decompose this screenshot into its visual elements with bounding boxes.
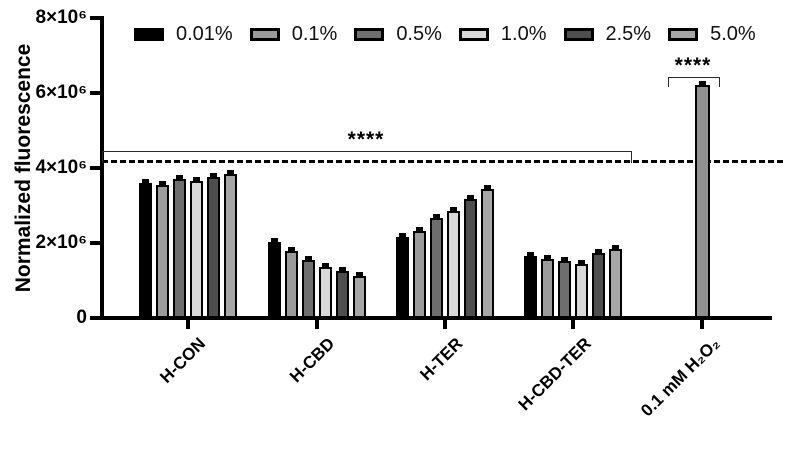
error-bar-cap xyxy=(159,180,166,185)
y-axis-tick xyxy=(90,16,101,20)
bar xyxy=(541,259,554,318)
legend-item-2.5%: 2.5% xyxy=(563,23,652,46)
bar xyxy=(353,275,366,318)
error-bar-cap xyxy=(227,169,234,174)
bar xyxy=(464,198,477,318)
error-bar-cap xyxy=(612,244,619,249)
error-bar-cap xyxy=(433,213,440,218)
dashed-reference-line xyxy=(102,160,783,163)
bar xyxy=(609,248,622,318)
legend-item-0.01%: 0.01% xyxy=(134,23,233,46)
legend-swatch xyxy=(249,28,280,41)
error-bar-cap xyxy=(142,179,149,183)
error-bar-cap xyxy=(578,259,585,264)
bar xyxy=(430,217,443,318)
error-bar-cap xyxy=(271,237,278,242)
bar xyxy=(694,84,710,318)
bar xyxy=(285,250,298,318)
y-axis-tick xyxy=(90,166,101,170)
y-tick-label: 6×10⁶ xyxy=(35,82,87,103)
x-tick-label: H-TER xyxy=(416,334,467,385)
legend-swatch xyxy=(458,28,489,41)
legend-item-0.5%: 0.5% xyxy=(354,23,442,46)
bar xyxy=(302,259,315,318)
significance-stars-h2o2: **** xyxy=(674,54,712,77)
y-tick-label: 2×10⁶ xyxy=(35,232,87,253)
y-axis-tick xyxy=(90,316,101,320)
y-tick-label: 8×10⁶ xyxy=(35,7,87,28)
bar xyxy=(524,255,537,318)
legend-swatch xyxy=(354,28,385,41)
bar xyxy=(268,241,281,318)
legend-label: 0.01% xyxy=(176,23,233,45)
bar xyxy=(173,179,186,318)
error-bar-cap xyxy=(698,80,706,85)
legend-item-5.0%: 5.0% xyxy=(668,23,756,46)
legend-swatch xyxy=(134,28,164,41)
legend-label: 5.0% xyxy=(710,23,756,45)
bar xyxy=(207,177,220,318)
x-axis-line xyxy=(98,316,772,320)
bar xyxy=(413,231,426,318)
error-bar-cap xyxy=(322,263,329,268)
y-axis-line xyxy=(100,16,104,320)
error-bar-cap xyxy=(339,267,346,272)
significance-bracket-h2o2 xyxy=(668,77,720,87)
legend-label: 0.1% xyxy=(291,23,338,45)
x-axis-tick xyxy=(571,320,575,329)
legend-item-0.1%: 0.1% xyxy=(249,23,338,46)
error-bar-cap xyxy=(193,177,200,182)
error-bar-cap xyxy=(356,271,363,276)
legend-label: 1.0% xyxy=(500,23,547,45)
significance-bracket-groups xyxy=(102,151,632,163)
y-tick-label: 0 xyxy=(76,307,87,328)
error-bar-cap xyxy=(544,255,551,260)
bar xyxy=(224,173,237,318)
bar xyxy=(319,267,332,318)
bar xyxy=(481,188,494,318)
x-axis-tick xyxy=(186,320,190,329)
bar xyxy=(558,261,571,318)
x-tick-label: 0.1 mM H₂O₂ xyxy=(637,334,724,421)
error-bar-cap xyxy=(416,227,423,231)
error-bar-cap xyxy=(450,207,457,212)
bar xyxy=(139,183,152,318)
x-tick-label: H-CON xyxy=(156,334,210,387)
legend-item-1.0%: 1.0% xyxy=(458,23,547,46)
bar xyxy=(190,181,203,318)
y-axis-tick xyxy=(90,91,101,95)
error-bar-cap xyxy=(305,255,312,260)
bar xyxy=(156,184,169,318)
error-bar-cap xyxy=(210,173,217,177)
legend-label: 0.5% xyxy=(396,23,442,45)
y-tick-label: 4×10⁶ xyxy=(35,157,87,178)
legend-swatch xyxy=(563,28,594,41)
bar xyxy=(575,263,588,318)
x-axis-tick xyxy=(315,320,319,329)
legend-label: 2.5% xyxy=(605,23,652,45)
y-axis-tick xyxy=(90,241,101,245)
bar xyxy=(592,253,605,318)
legend: 0.01% 0.1% 0.5% 1.0% 2.5% 5.0% xyxy=(134,23,756,46)
x-axis-tick xyxy=(700,320,704,329)
bar xyxy=(447,211,460,318)
error-bar-cap xyxy=(467,194,474,199)
significance-stars-groups: **** xyxy=(347,128,385,151)
bar xyxy=(396,237,409,318)
legend-swatch xyxy=(668,28,699,41)
x-tick-label: H-CBD-TER xyxy=(514,334,595,415)
error-bar-cap xyxy=(176,175,183,180)
x-axis-tick xyxy=(443,320,447,329)
error-bar-cap xyxy=(484,184,491,189)
error-bar-cap xyxy=(288,246,295,251)
x-tick-label: H-CBD xyxy=(286,334,339,387)
error-bar-cap xyxy=(399,233,406,238)
error-bar-cap xyxy=(595,249,602,254)
bar xyxy=(336,271,349,318)
error-bar-cap xyxy=(527,251,534,256)
error-bar-cap xyxy=(561,257,568,261)
